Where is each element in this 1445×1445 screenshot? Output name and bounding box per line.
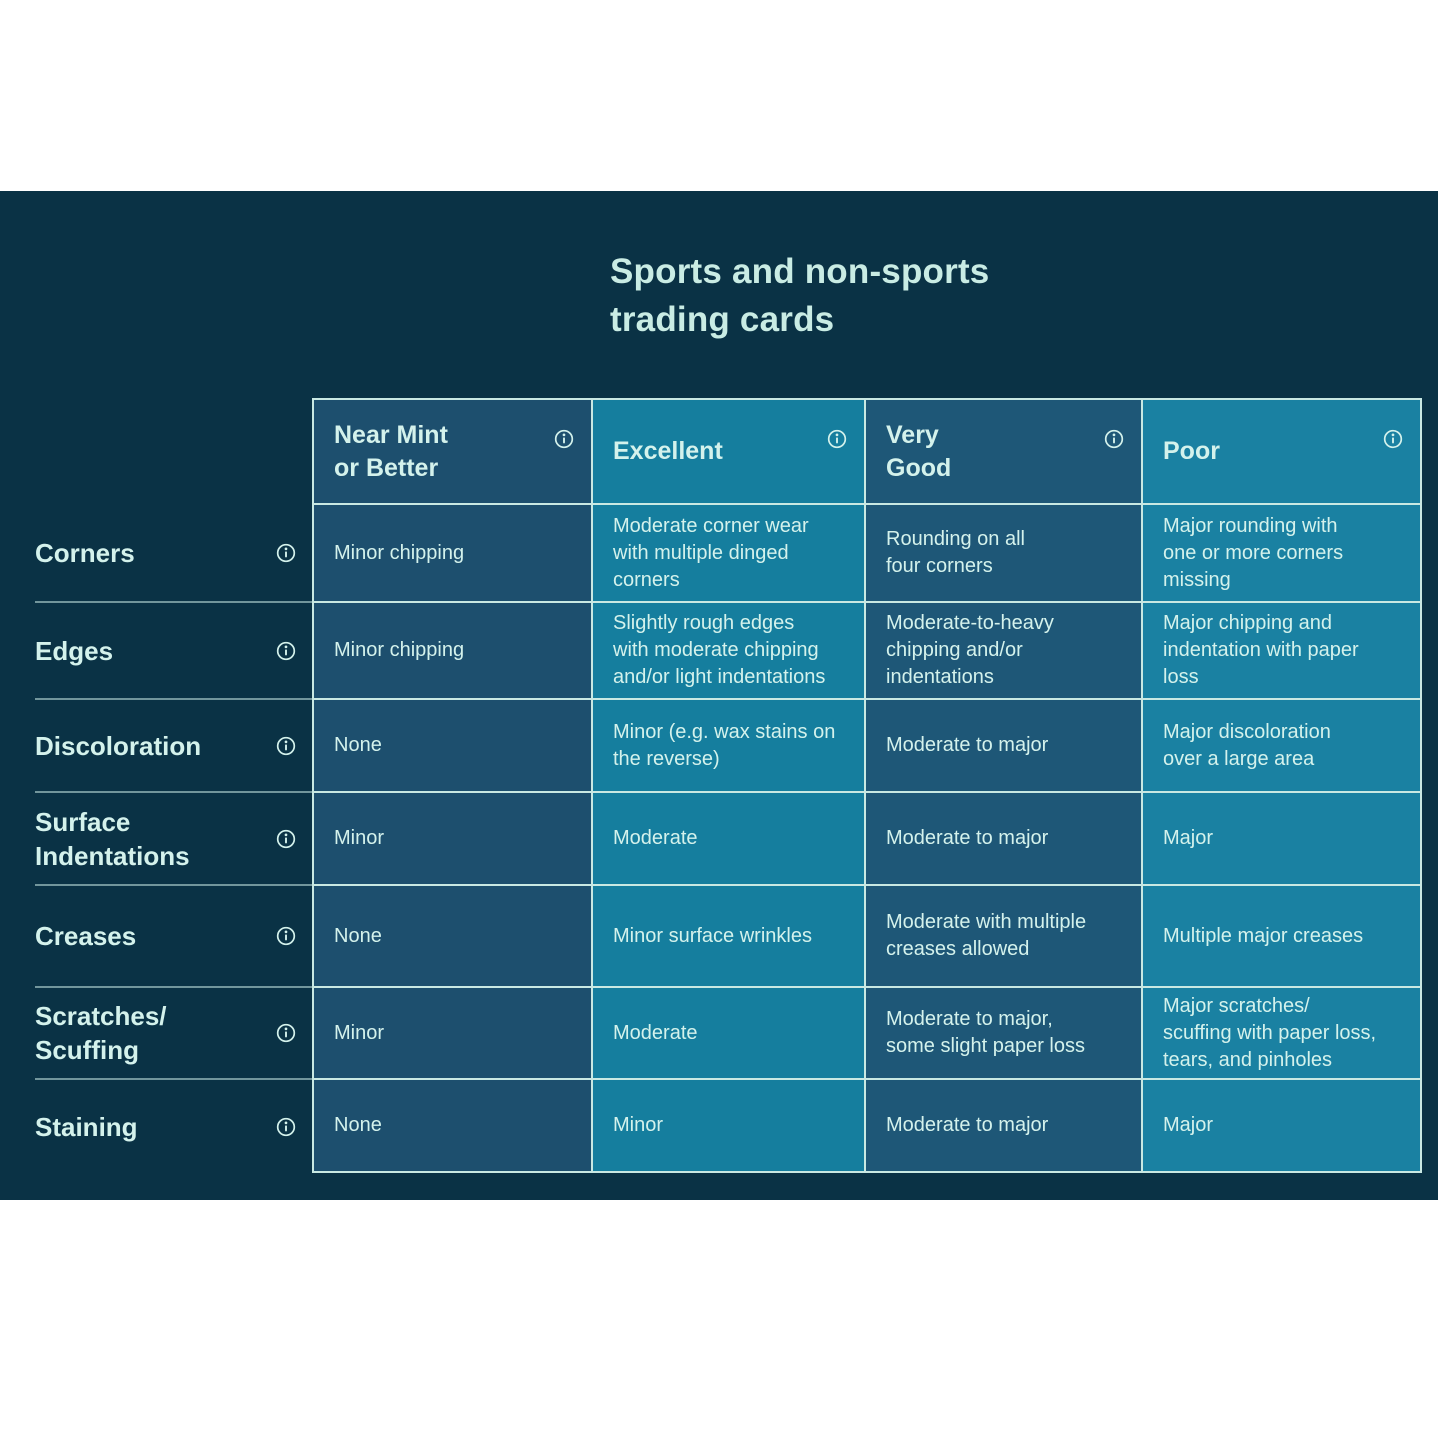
- cell-text: Minor chipping: [334, 639, 465, 661]
- cell-scratches-scuffing-poor: Major scratches/ scuffing with paper los…: [1143, 988, 1422, 1080]
- row-label-staining: Staining: [35, 1080, 312, 1173]
- cell-staining-excellent: Minor: [593, 1080, 866, 1173]
- cell-scratches-scuffing-excellent: Moderate: [593, 988, 866, 1080]
- cell-edges-near-mint-or-better: Minor chipping: [312, 603, 593, 700]
- cell-staining-near-mint-or-better: None: [312, 1080, 593, 1173]
- row-staining-info-icon[interactable]: [276, 1117, 296, 1137]
- cell-text: Minor chipping: [334, 541, 465, 564]
- column-header-very-good: Very Good: [866, 398, 1143, 505]
- cell-scratches-scuffing-very-good: Moderate to major, some slight paper los…: [866, 988, 1143, 1080]
- cell-discoloration-poor: Major discoloration over a large area: [1143, 700, 1422, 793]
- cell-text: None: [334, 1114, 382, 1136]
- header-spacer: [35, 398, 312, 505]
- cell-text: None: [334, 734, 382, 756]
- column-header-near-mint-or-better: Near Mint or Better: [312, 398, 593, 505]
- cell-text: Major scratches/ scuffing with paper los…: [1163, 994, 1377, 1071]
- cell-text: None: [334, 924, 382, 947]
- cell-text: Moderate: [613, 1021, 698, 1044]
- row-label-text: Surface Indentations: [35, 806, 190, 871]
- column-very-good-info-icon[interactable]: [1104, 429, 1124, 449]
- cell-text: Minor (e.g. wax stains on the reverse): [613, 720, 836, 770]
- column-header-label: Excellent: [613, 437, 723, 465]
- cell-staining-poor: Major: [1143, 1080, 1422, 1173]
- cell-scratches-scuffing-near-mint-or-better: Minor: [312, 988, 593, 1080]
- row-label-text: Corners: [35, 538, 135, 568]
- row-label-surface-indentations: Surface Indentations: [35, 793, 312, 886]
- row-label-corners: Corners: [35, 505, 312, 603]
- cell-discoloration-near-mint-or-better: None: [312, 700, 593, 793]
- column-header-label: Poor: [1163, 437, 1220, 465]
- cell-surface-indentations-near-mint-or-better: Minor: [312, 793, 593, 886]
- cell-text: Major: [1163, 1114, 1214, 1136]
- page-title: Sports and non-sports trading cards: [610, 252, 990, 339]
- cell-staining-very-good: Moderate to major: [866, 1080, 1143, 1173]
- column-header-excellent: Excellent: [593, 398, 866, 505]
- row-scratches-scuffing-info-icon[interactable]: [276, 1023, 296, 1043]
- column-excellent-info-icon[interactable]: [827, 429, 847, 449]
- row-label-text: Edges: [35, 635, 114, 666]
- cell-discoloration-excellent: Minor (e.g. wax stains on the reverse): [593, 700, 866, 793]
- cell-discoloration-very-good: Moderate to major: [866, 700, 1143, 793]
- cell-corners-poor: Major rounding with one or more corners …: [1143, 505, 1422, 603]
- row-discoloration-info-icon[interactable]: [276, 736, 296, 756]
- cell-edges-poor: Major chipping and indentation with pape…: [1143, 603, 1422, 700]
- condition-guide-panel: Sports and non-sports trading cards Near…: [0, 191, 1438, 1200]
- cell-text: Major rounding with one or more corners …: [1163, 514, 1344, 591]
- row-label-edges: Edges: [35, 603, 312, 700]
- row-corners-info-icon[interactable]: [276, 543, 296, 563]
- cell-surface-indentations-very-good: Moderate to major: [866, 793, 1143, 886]
- cell-text: Moderate to major: [886, 1114, 1049, 1136]
- row-label-text: Creases: [35, 921, 137, 951]
- cell-edges-excellent: Slightly rough edges with moderate chipp…: [593, 603, 866, 700]
- column-header-poor: Poor: [1143, 398, 1422, 505]
- cell-text: Moderate: [613, 827, 698, 849]
- cell-creases-very-good: Moderate with multiple creases allowed: [866, 886, 1143, 988]
- cell-text: Rounding on all four corners: [886, 528, 1025, 577]
- cell-text: Minor surface wrinkles: [613, 924, 812, 947]
- cell-text: Minor: [334, 1021, 385, 1044]
- cell-text: Moderate-to-heavy chipping and/or indent…: [886, 612, 1054, 688]
- column-poor-info-icon[interactable]: [1383, 429, 1403, 449]
- cell-text: Multiple major creases: [1163, 924, 1364, 947]
- row-label-text: Staining: [35, 1111, 138, 1142]
- row-edges-info-icon[interactable]: [276, 641, 296, 661]
- row-label-discoloration: Discoloration: [35, 700, 312, 793]
- cell-creases-poor: Multiple major creases: [1143, 886, 1422, 988]
- row-label-text: Scratches/ Scuffing: [35, 1001, 167, 1065]
- column-header-label: Near Mint or Better: [334, 420, 448, 482]
- cell-creases-near-mint-or-better: None: [312, 886, 593, 988]
- cell-text: Slightly rough edges with moderate chipp…: [613, 612, 826, 688]
- cell-text: Moderate with multiple creases allowed: [886, 911, 1087, 960]
- row-surface-indentations-info-icon[interactable]: [276, 829, 296, 849]
- cell-surface-indentations-excellent: Moderate: [593, 793, 866, 886]
- cell-text: Major: [1163, 827, 1214, 849]
- cell-text: Moderate to major: [886, 734, 1049, 756]
- row-label-scratches-scuffing: Scratches/ Scuffing: [35, 988, 312, 1080]
- cell-edges-very-good: Moderate-to-heavy chipping and/or indent…: [866, 603, 1143, 700]
- cell-corners-excellent: Moderate corner wear with multiple dinge…: [593, 505, 866, 603]
- cell-text: Moderate to major, some slight paper los…: [886, 1008, 1085, 1057]
- cell-text: Major discoloration over a large area: [1163, 720, 1331, 770]
- row-label-text: Discoloration: [35, 730, 202, 761]
- cell-creases-excellent: Minor surface wrinkles: [593, 886, 866, 988]
- cell-text: Minor: [613, 1114, 664, 1136]
- cell-text: Minor: [334, 827, 385, 849]
- cell-surface-indentations-poor: Major: [1143, 793, 1422, 886]
- cell-corners-very-good: Rounding on all four corners: [866, 505, 1143, 603]
- cell-corners-near-mint-or-better: Minor chipping: [312, 505, 593, 603]
- cell-text: Major chipping and indentation with pape…: [1163, 612, 1359, 688]
- row-creases-info-icon[interactable]: [276, 926, 296, 946]
- column-near-mint-or-better-info-icon[interactable]: [554, 429, 574, 449]
- cell-text: Moderate to major: [886, 827, 1049, 849]
- row-label-creases: Creases: [35, 886, 312, 988]
- cell-text: Moderate corner wear with multiple dinge…: [613, 514, 809, 591]
- column-header-label: Very Good: [886, 420, 952, 482]
- condition-table: Near Mint or Better Excellent Very Good Poo…: [35, 398, 1422, 1173]
